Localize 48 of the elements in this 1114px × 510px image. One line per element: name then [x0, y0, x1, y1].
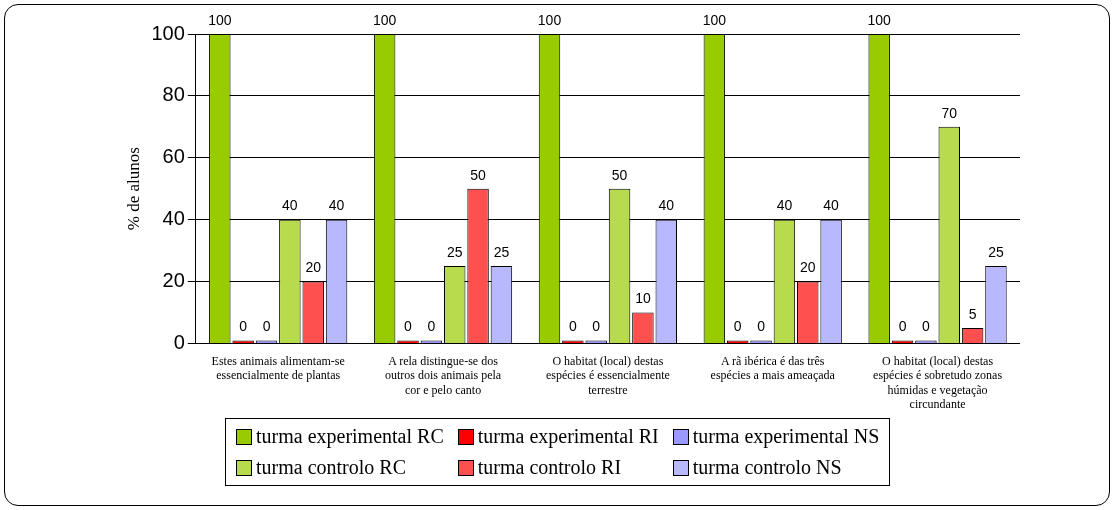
data-label: 25 [446, 243, 463, 260]
y-tick-label: 80 [162, 83, 185, 106]
data-label: 10 [635, 290, 651, 307]
data-label: 50 [611, 166, 628, 183]
y-tick-label: 20 [162, 269, 185, 292]
data-label: 0 [404, 318, 413, 335]
data-label: 0 [262, 318, 271, 335]
legend-label: turma controlo NS [692, 456, 842, 479]
y-tick-label: 100 [151, 21, 185, 44]
data-label: 0 [922, 318, 930, 335]
data-label: 0 [427, 318, 436, 335]
data-label: 25 [493, 243, 510, 260]
data-label: 0 [733, 318, 742, 335]
y-tick-label: 0 [173, 330, 185, 353]
legend-label: turma controlo RC [256, 456, 406, 479]
legend-label: turma experimental RI [477, 425, 659, 448]
x-tick-label: O habitat (local) destas espécies é essencialmente terrestre [545, 353, 670, 397]
data-label: 40 [823, 197, 840, 214]
y-tick-label: 40 [162, 207, 185, 230]
data-label: 0 [898, 318, 907, 335]
x-tick-label: O habitat (local) destas espécies é sobretudo zonas húmidas e vegetação circundante [873, 353, 1003, 411]
legend-label: turma experimental NS [692, 425, 880, 448]
data-label: 40 [658, 197, 675, 214]
data-label: 0 [239, 318, 248, 335]
data-label: 70 [941, 104, 958, 121]
x-tick-label: A rã ibérica é das três espécies a mais ameaçada [710, 353, 836, 383]
data-label: 20 [305, 259, 322, 276]
data-label: 100 [537, 11, 562, 28]
data-label: 40 [328, 197, 345, 214]
data-label: 0 [568, 318, 577, 335]
legend-label: turma controlo RI [477, 456, 622, 479]
y-tick-label: 60 [162, 145, 185, 168]
x-tick-label: Estes animais alimentam-se essencialmente de plantas [211, 353, 345, 383]
data-label: 25 [988, 243, 1004, 260]
legend-label: turma experimental RC [256, 425, 444, 448]
data-label: 100 [208, 11, 232, 28]
data-label: 50 [470, 166, 487, 183]
data-label: 5 [968, 305, 977, 322]
data-label: 40 [282, 197, 298, 214]
data-label: 0 [757, 318, 766, 335]
data-label: 100 [372, 11, 397, 28]
data-label: 20 [799, 259, 816, 276]
data-label: 100 [867, 11, 892, 28]
data-label: 100 [702, 11, 727, 28]
data-label: 0 [592, 318, 601, 335]
data-label: 40 [776, 197, 793, 214]
y-axis-title: % de alunos [123, 147, 143, 231]
x-tick-label: A rela distingue-se dos outros dois animais pela cor e pelo canto [384, 353, 502, 397]
